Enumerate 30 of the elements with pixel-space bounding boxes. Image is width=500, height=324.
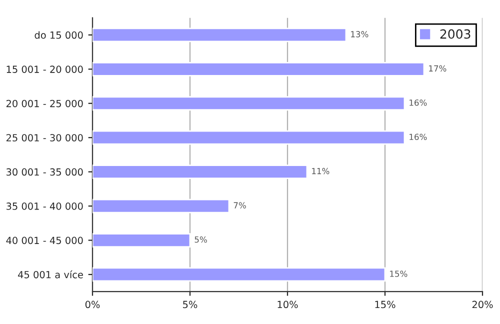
bar bbox=[92, 198, 230, 214]
x-tick-label: 10% bbox=[278, 300, 298, 308]
x-tick-label: 0% bbox=[85, 300, 100, 308]
y-tick-label: 35 001 - 40 000 bbox=[6, 202, 83, 210]
y-tick-label: 45 001 a více bbox=[18, 270, 83, 278]
y-tick-label: do 15 000 bbox=[34, 31, 83, 39]
bar bbox=[92, 96, 406, 111]
data-label: 11% bbox=[312, 168, 330, 174]
y-tick-label: 40 001 - 45 000 bbox=[6, 236, 83, 244]
bar bbox=[92, 130, 406, 145]
data-label: 13% bbox=[351, 31, 368, 38]
data-label: 15% bbox=[390, 270, 408, 277]
bar bbox=[92, 267, 386, 282]
x-tick-label: 20% bbox=[472, 300, 493, 308]
y-tick-label: 15 001 - 20 000 bbox=[6, 66, 83, 73]
x-tick-label: 5% bbox=[183, 300, 198, 308]
x-tick-label: 15% bbox=[375, 300, 396, 308]
data-label: 5% bbox=[194, 236, 207, 243]
legend-label: 2003 bbox=[440, 29, 470, 39]
bar bbox=[92, 233, 191, 248]
data-label: 17% bbox=[429, 65, 446, 72]
y-tick-label: 25 001 - 30 000 bbox=[6, 134, 83, 142]
data-label: 16% bbox=[410, 99, 427, 106]
data-label: 7% bbox=[234, 202, 246, 208]
bar bbox=[92, 62, 425, 76]
y-tick-label: 20 001 - 25 000 bbox=[6, 100, 83, 108]
y-tick-label: 30 001 - 35 000 bbox=[6, 168, 83, 176]
data-label: 16% bbox=[410, 134, 427, 140]
bar bbox=[92, 164, 308, 180]
bar bbox=[92, 28, 347, 42]
